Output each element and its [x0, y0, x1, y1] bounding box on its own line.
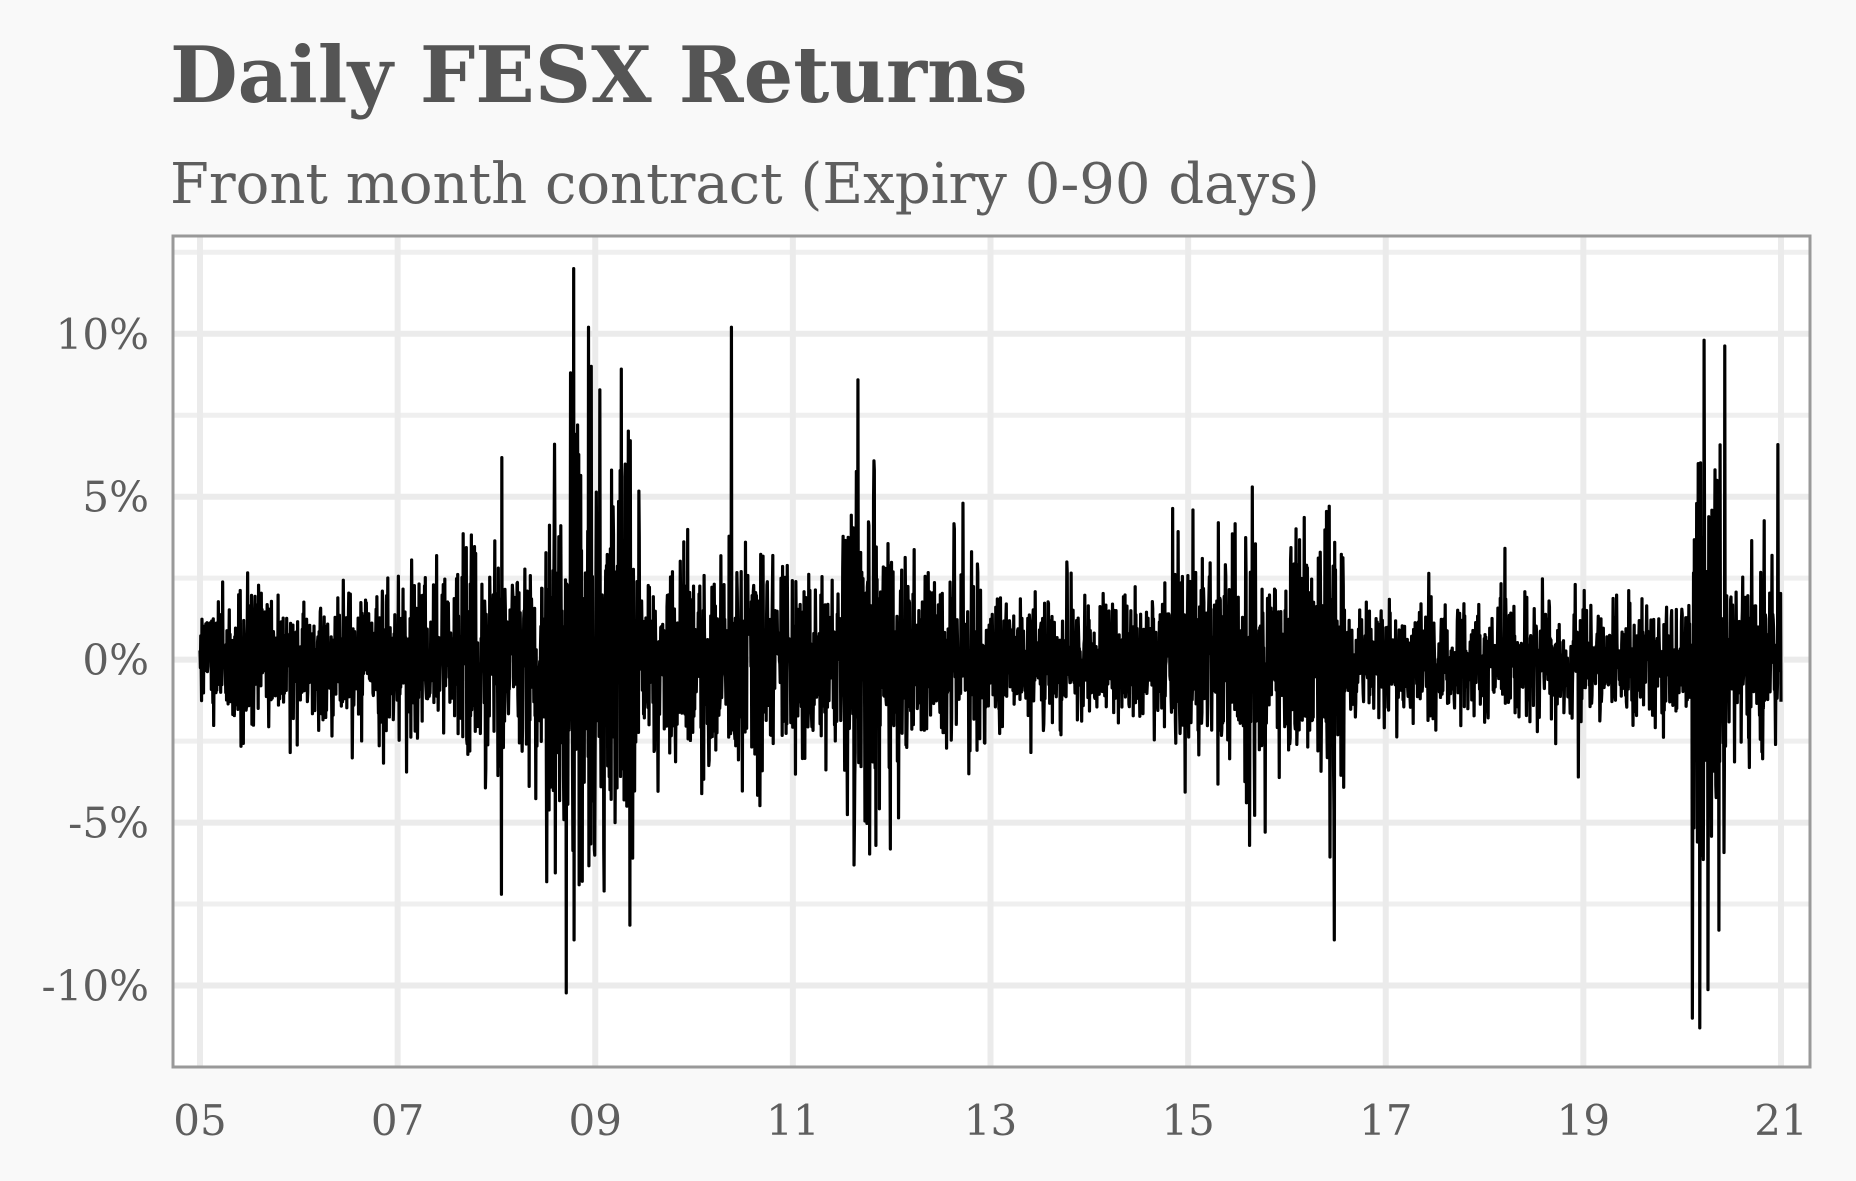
series-line — [198, 266, 1783, 1030]
x-tick-label: 07 — [371, 1096, 424, 1145]
series-group — [198, 266, 1783, 1030]
y-tick-label: -5% — [68, 799, 149, 848]
y-tick-label: 10% — [56, 310, 149, 359]
plot-border — [171, 234, 1812, 1069]
x-tick-label: 05 — [173, 1096, 226, 1145]
x-tick-label: 13 — [964, 1096, 1017, 1145]
x-tick-label: 17 — [1359, 1096, 1412, 1145]
chart-title: Daily FESX Returns — [170, 30, 1028, 121]
x-tick-label: 11 — [766, 1096, 819, 1145]
chart-subtitle: Front month contract (Expiry 0-90 days) — [170, 152, 1320, 217]
x-tick-label: 09 — [569, 1096, 622, 1145]
y-tick-label: 0% — [82, 636, 149, 685]
x-tick-label: 15 — [1161, 1096, 1214, 1145]
x-tick-label: 19 — [1557, 1096, 1610, 1145]
y-axis-tick-labels: -10% -5% 0% 5% 10% — [41, 310, 149, 1011]
x-tick-label: 21 — [1754, 1096, 1807, 1145]
y-tick-label: 5% — [82, 473, 149, 522]
y-tick-label: -10% — [41, 962, 149, 1011]
x-axis-tick-labels: 05 07 09 11 13 15 17 19 21 — [173, 1096, 1807, 1145]
